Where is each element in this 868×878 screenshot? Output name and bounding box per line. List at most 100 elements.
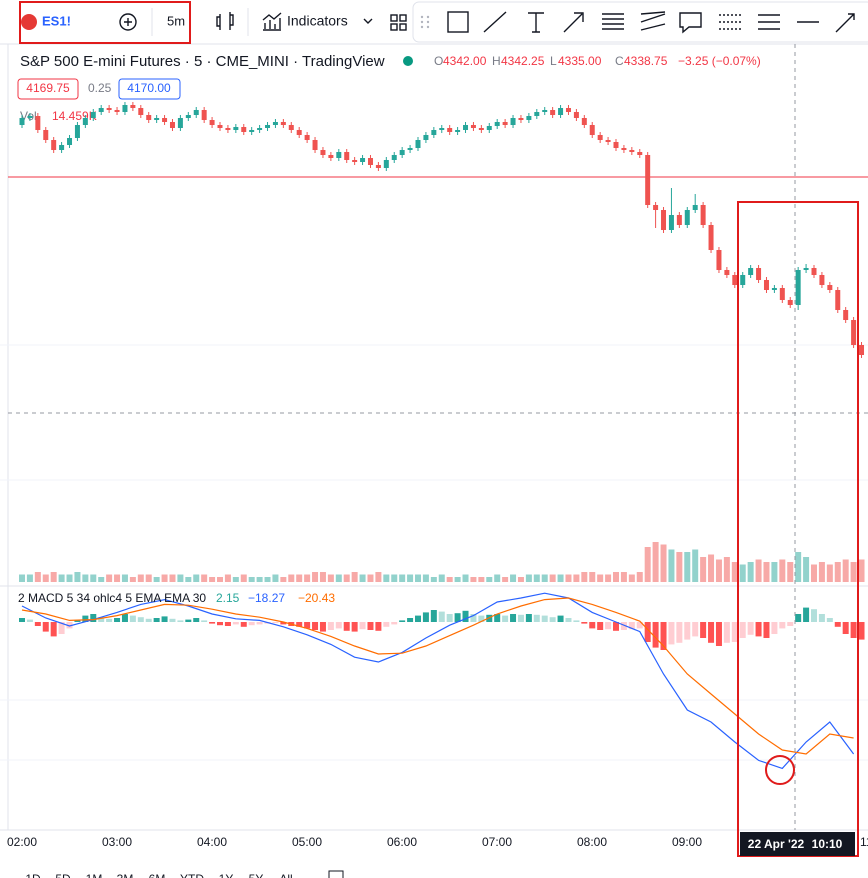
candle-body [67, 138, 73, 145]
indicators-icon[interactable] [262, 12, 282, 31]
macd-histogram-bar [137, 617, 144, 622]
range-button[interactable]: 5Y [249, 872, 264, 878]
candle-body [304, 135, 310, 140]
ray-tool[interactable] [835, 13, 855, 33]
volume-bar [161, 574, 168, 582]
macd-histogram-bar [304, 622, 311, 629]
range-button[interactable]: 6M [149, 872, 166, 878]
candle-body [122, 105, 128, 112]
drag-handle[interactable] [420, 15, 430, 29]
text-tool[interactable] [528, 12, 544, 33]
candle-body [360, 158, 366, 162]
range-button[interactable]: 3M [117, 872, 134, 878]
volume-bar [739, 564, 746, 582]
macd-histogram-bar [343, 622, 350, 631]
macd-value: −18.27 [248, 591, 285, 605]
ask[interactable]: 4170.00 [127, 81, 171, 95]
macd-histogram-bar [391, 622, 398, 625]
rectangle-tool[interactable] [447, 11, 469, 33]
ohlc-value: 4342.00 [443, 54, 487, 68]
candle-body [732, 275, 738, 285]
candle-body [19, 118, 25, 125]
volume-bar [114, 574, 121, 582]
volume-bar [723, 557, 730, 582]
arrow-tool[interactable] [563, 12, 584, 33]
macd-histogram-bar [581, 622, 588, 624]
macd-histogram-bar [129, 615, 136, 622]
candle-body [280, 122, 286, 125]
trend-line-tool[interactable] [483, 11, 507, 33]
macd-histogram-bar [739, 622, 746, 638]
crosshair-time: 10:10 [812, 837, 843, 851]
time-label: 03:00 [102, 835, 132, 849]
candle-body [724, 270, 730, 275]
symbol[interactable]: ES1! [42, 13, 71, 28]
macd-histogram-bar [510, 614, 517, 622]
calendar-icon[interactable] [328, 870, 344, 878]
indicators-button[interactable]: Indicators [262, 12, 348, 31]
volume-bar [201, 574, 208, 582]
macd-histogram-bar [240, 622, 247, 627]
candle-body [154, 118, 160, 120]
candles-icon[interactable] [216, 12, 234, 30]
time-label: 04:00 [197, 835, 227, 849]
interval[interactable]: 5m [167, 13, 185, 28]
macd-histogram-bar [256, 622, 263, 625]
volume-bar [771, 562, 778, 582]
dropdown-chevron[interactable] [363, 18, 373, 24]
candle-body [803, 268, 809, 270]
volume-bar [58, 574, 65, 582]
ohlc-key: C [615, 54, 624, 68]
macd-histogram-bar [454, 613, 461, 622]
time-label: 09:00 [672, 835, 702, 849]
dot [420, 25, 424, 29]
candle-body [296, 130, 302, 135]
chart-type-button[interactable] [216, 12, 234, 30]
volume-bar [573, 574, 580, 582]
range-button[interactable]: 5D [55, 872, 71, 878]
ohlc-value: 4338.75 [624, 54, 668, 68]
volume-bar [715, 559, 722, 582]
projection-tool[interactable] [758, 14, 780, 30]
volume-bar [430, 577, 437, 582]
fib-tool[interactable] [602, 13, 624, 30]
callout-tool[interactable] [679, 12, 702, 34]
candle-body [43, 130, 49, 140]
candle-body [756, 268, 762, 280]
candle-body [621, 148, 627, 150]
indicators-label[interactable]: Indicators [287, 13, 348, 29]
candle-body [257, 128, 263, 130]
volume-bar [795, 552, 802, 582]
volume-bar [224, 574, 231, 582]
range-button[interactable]: 1Y [219, 872, 234, 878]
ask-box[interactable] [118, 78, 181, 100]
volume-bar [42, 574, 49, 582]
macd-histogram-bar [541, 615, 548, 622]
symbol-search[interactable]: ES1! [21, 13, 71, 30]
range-button[interactable]: All [279, 872, 292, 878]
range-button[interactable]: 1M [86, 872, 103, 878]
fan-tool[interactable] [640, 11, 666, 31]
compare-button[interactable] [119, 13, 137, 31]
macd-histogram-bar [26, 619, 33, 622]
plus-icon[interactable] [119, 13, 137, 31]
bid-box[interactable] [17, 78, 79, 100]
candle-body [169, 122, 175, 128]
ohlc-value: 4342.25 [501, 54, 545, 68]
volume-bar [19, 574, 25, 582]
macd-histogram-bar [613, 622, 619, 631]
macd-histogram-bar [319, 622, 326, 632]
volume-bar [620, 572, 627, 582]
layout-button[interactable] [390, 14, 407, 31]
range-button[interactable]: 1D [25, 872, 41, 878]
volume-bar [153, 577, 160, 582]
macd-histogram-bar [185, 619, 192, 622]
candle-body [455, 130, 461, 132]
macd-histogram-bar [98, 617, 105, 622]
bid[interactable]: 4169.75 [26, 81, 70, 95]
volume-bar [747, 562, 754, 582]
range-button[interactable]: YTD [180, 872, 204, 878]
symbol-title: S&P 500 E-mini Futures · 5 · CME_MINI · … [20, 53, 385, 70]
volume-bar [842, 559, 849, 582]
dot [420, 15, 424, 19]
